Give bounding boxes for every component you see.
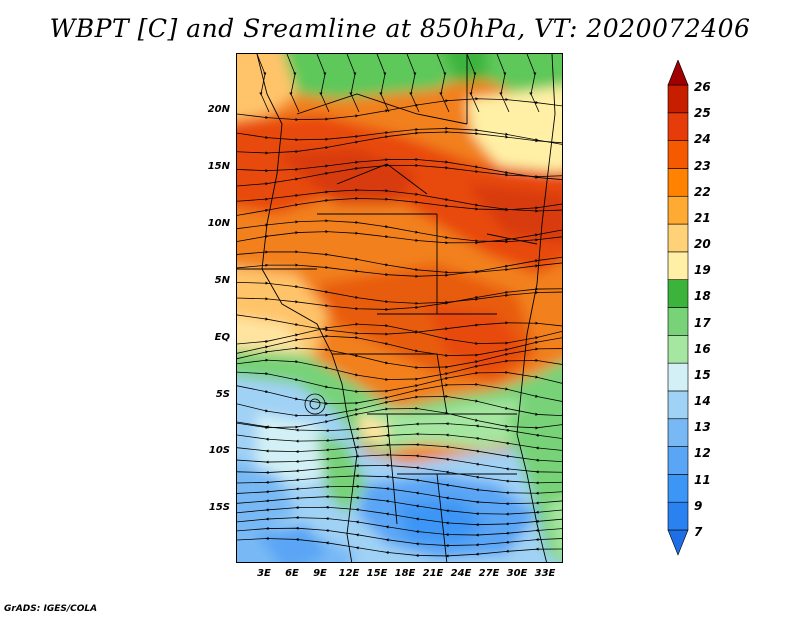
colorbar-swatch <box>667 140 689 169</box>
colorbar-swatch <box>667 168 689 197</box>
colorbar-swatch <box>667 390 689 420</box>
streamline-eddy <box>304 393 326 415</box>
lat-label: 5S <box>215 389 230 400</box>
colorbar-tick-label: 16 <box>694 341 711 356</box>
colorbar-tick-label: 12 <box>694 446 711 461</box>
streamline <box>237 196 562 216</box>
streamline <box>237 130 562 155</box>
colorbar-swatch <box>667 501 689 531</box>
lon-label: 3E <box>257 568 271 579</box>
colorbar-swatch <box>667 446 689 475</box>
streamline <box>376 54 390 113</box>
colorbar-tick-label: 13 <box>694 420 711 435</box>
streamline <box>237 256 562 278</box>
lon-label: 6E <box>285 568 299 579</box>
colorbar-swatch <box>667 223 689 253</box>
colorbar-tick-label: 22 <box>694 184 711 199</box>
lon-label: 30E <box>506 568 528 579</box>
lat-label: 10N <box>207 218 230 229</box>
credit-text: GrADS: IGES/COLA <box>4 604 98 614</box>
streamline <box>406 54 420 113</box>
streamline <box>256 54 270 113</box>
streamline <box>237 421 562 439</box>
colorbar-tick-label: 9 <box>694 498 703 513</box>
streamline <box>237 97 562 122</box>
streamline <box>496 54 510 113</box>
colorbar-swatch <box>667 84 689 114</box>
lon-label: 24E <box>450 568 472 579</box>
colorbar-tick-label: 11 <box>694 472 711 487</box>
colorbar-tick-label: 21 <box>694 210 711 225</box>
streamline <box>237 536 562 558</box>
streamline <box>316 54 330 113</box>
streamline <box>436 54 450 113</box>
lat-label: EQ <box>214 332 230 343</box>
colorbar <box>667 60 689 556</box>
streamlines <box>237 54 562 558</box>
lon-label: 15E <box>366 568 388 579</box>
map-title: WBPT [C] and Sreamline at 850hPa, VT: 20… <box>49 14 751 43</box>
colorbar-swatch <box>667 474 689 503</box>
lon-label: 9E <box>313 568 327 579</box>
streamline <box>237 287 562 312</box>
lat-label: 5N <box>214 275 230 286</box>
colorbar-tick-label: 19 <box>694 263 711 278</box>
streamline <box>237 229 562 245</box>
colorbar-swatch <box>667 60 689 86</box>
colorbar-swatch <box>667 195 689 225</box>
colorbar-tick-label: 17 <box>694 315 711 330</box>
lon-label: 21E <box>422 568 444 579</box>
colorbar-tick-label: 25 <box>694 106 711 121</box>
lat-label: 15S <box>208 502 230 513</box>
lon-label: 27E <box>478 568 500 579</box>
colorbar-swatch <box>667 529 689 556</box>
colorbar-swatch <box>667 418 689 447</box>
streamline <box>466 54 480 113</box>
colorbar-swatch <box>667 362 689 392</box>
colorbar-swatch <box>667 279 689 308</box>
lat-label: 20N <box>207 104 230 115</box>
colorbar-tick-label: 18 <box>694 289 711 304</box>
colorbar-tick-label: 23 <box>694 158 711 173</box>
colorbar-swatch <box>667 112 689 141</box>
colorbar-tick-label: 24 <box>694 132 711 147</box>
lon-label: 18E <box>394 568 416 579</box>
lat-label: 15N <box>207 161 230 172</box>
lon-label: 12E <box>338 568 360 579</box>
colorbar-tick-label: 20 <box>694 237 711 252</box>
colorbar-tick-label: 14 <box>694 394 711 409</box>
streamline <box>286 54 300 113</box>
colorbar-tick-label: 7 <box>694 525 703 539</box>
colorbar-swatch <box>667 335 689 364</box>
colorbar-swatch <box>667 251 689 280</box>
map-panel <box>236 53 563 563</box>
colorbar-tick-label: 15 <box>694 367 711 382</box>
wbpt-field <box>237 54 562 562</box>
colorbar-swatch <box>667 307 689 336</box>
streamline <box>237 163 562 187</box>
lon-label: 33E <box>534 568 556 579</box>
streamline <box>346 54 360 113</box>
colorbar-tick-label: 26 <box>694 80 711 94</box>
streamline <box>526 54 540 113</box>
lat-label: 10S <box>208 445 230 456</box>
